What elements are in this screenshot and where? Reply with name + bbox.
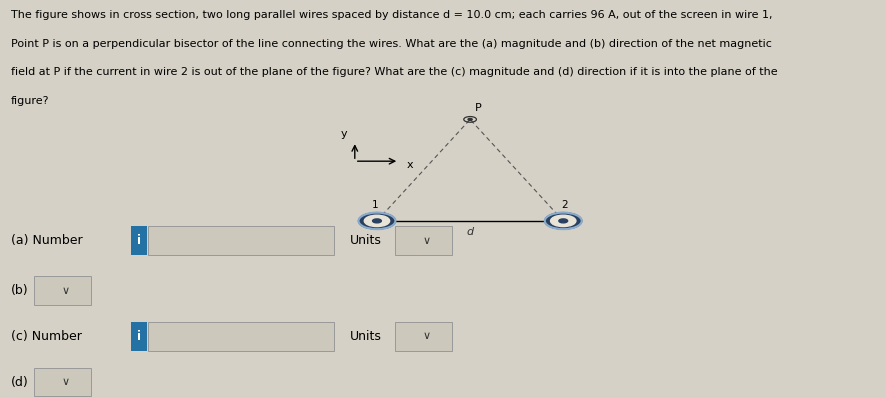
Circle shape	[468, 119, 471, 120]
Text: Units: Units	[350, 234, 382, 247]
Text: ∨: ∨	[422, 236, 430, 246]
FancyBboxPatch shape	[131, 322, 147, 351]
Text: ∨: ∨	[422, 331, 430, 341]
Text: (d): (d)	[11, 376, 28, 388]
Text: ∨: ∨	[61, 377, 69, 387]
Text: figure?: figure?	[11, 96, 49, 106]
Text: d: d	[466, 226, 473, 237]
Text: y: y	[340, 129, 347, 139]
Text: i: i	[137, 330, 141, 343]
FancyBboxPatch shape	[394, 322, 452, 351]
FancyBboxPatch shape	[394, 226, 452, 255]
Text: (b): (b)	[11, 284, 28, 297]
Text: i: i	[137, 234, 141, 247]
Text: The figure shows in cross section, two long parallel wires spaced by distance d : The figure shows in cross section, two l…	[11, 10, 772, 20]
FancyBboxPatch shape	[148, 226, 334, 255]
Text: 1: 1	[371, 199, 378, 210]
Circle shape	[544, 213, 581, 229]
Circle shape	[358, 213, 395, 229]
Circle shape	[550, 215, 575, 226]
Text: 2: 2	[561, 199, 568, 210]
FancyBboxPatch shape	[148, 322, 334, 351]
Text: (c) Number: (c) Number	[11, 330, 82, 343]
Text: (a) Number: (a) Number	[11, 234, 82, 247]
Text: Units: Units	[350, 330, 382, 343]
FancyBboxPatch shape	[131, 226, 147, 255]
Circle shape	[372, 219, 381, 223]
FancyBboxPatch shape	[34, 368, 91, 396]
FancyBboxPatch shape	[34, 276, 91, 305]
Circle shape	[558, 219, 567, 223]
Text: Point P is on a perpendicular bisector of the line connecting the wires. What ar: Point P is on a perpendicular bisector o…	[11, 39, 771, 49]
Text: ∨: ∨	[61, 285, 69, 296]
Text: x: x	[406, 160, 412, 170]
Text: P: P	[474, 103, 481, 113]
Text: field at P if the current in wire 2 is out of the plane of the figure? What are : field at P if the current in wire 2 is o…	[11, 67, 776, 77]
Circle shape	[364, 215, 389, 226]
